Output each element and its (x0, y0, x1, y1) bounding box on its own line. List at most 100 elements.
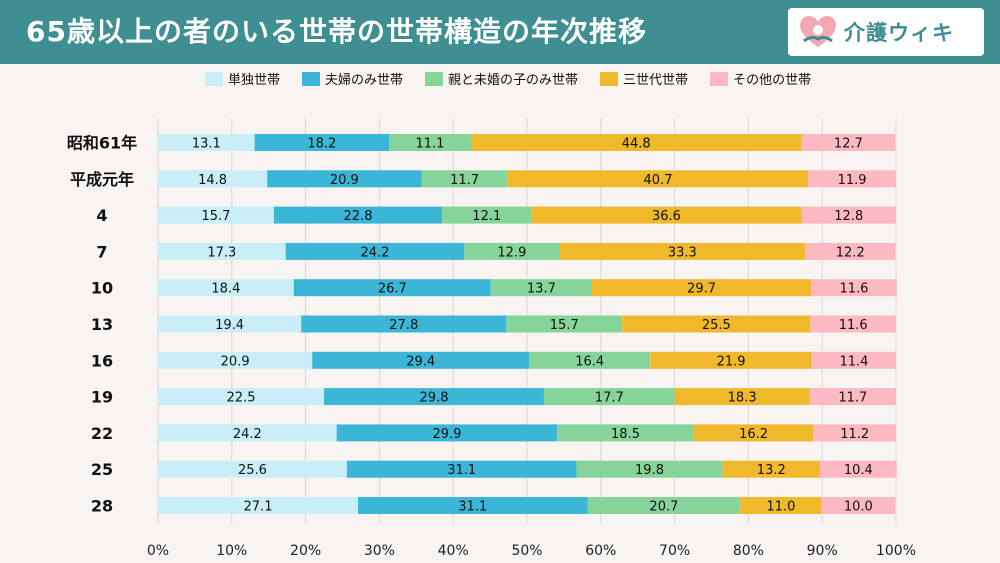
x-tick-label: 50% (511, 543, 542, 559)
legend-item: 夫婦のみ世帯 (302, 69, 403, 88)
bar-segment (809, 388, 896, 406)
bar-segment (722, 460, 820, 478)
bar-segment (811, 351, 896, 369)
data-label: 11.7 (838, 391, 867, 406)
data-label: 14.8 (198, 173, 227, 188)
data-label: 13.2 (757, 463, 786, 478)
category-label: 25 (91, 460, 113, 479)
bar-segment (388, 134, 471, 151)
logo: 介護ウィキ (788, 8, 984, 56)
bar-segment (819, 460, 897, 478)
data-label: 11.4 (839, 354, 868, 369)
data-label: 15.7 (201, 209, 230, 224)
page-title: 65歳以上の者のいる世帯の世帯構造の年次推移 (26, 15, 647, 48)
data-label: 22.8 (344, 209, 373, 224)
legend-label: 夫婦のみ世帯 (325, 73, 404, 88)
bar-segment (336, 424, 558, 442)
bar-segment (587, 497, 741, 514)
data-label: 12.2 (836, 245, 865, 260)
bar-segment (346, 460, 577, 478)
bar-segment (543, 388, 675, 406)
data-label: 27.1 (244, 500, 273, 515)
bar-segment (158, 388, 325, 406)
bar-segment (301, 315, 507, 333)
data-label: 25.6 (238, 463, 267, 478)
legend-item: 親と未婚の子のみ世帯 (425, 69, 578, 88)
data-label: 19.4 (215, 318, 244, 333)
data-label: 40.7 (644, 173, 673, 188)
data-label: 12.8 (834, 209, 863, 224)
legend-item: その他の世帯 (710, 69, 811, 88)
bar-segment (801, 206, 896, 224)
data-label: 12.7 (834, 137, 863, 152)
data-label: 19.8 (635, 463, 664, 478)
data-label: 11.6 (839, 282, 868, 297)
bar-segment (810, 315, 896, 333)
legend-swatch (205, 71, 223, 86)
bar-segment (674, 388, 810, 406)
bar-segment (557, 424, 694, 442)
bar-segment (808, 170, 896, 188)
category-label: 19 (91, 388, 113, 407)
data-label: 18.2 (307, 137, 336, 152)
x-tick-label: 0% (147, 543, 169, 559)
data-label: 29.4 (406, 354, 435, 369)
bar-segment (622, 315, 811, 333)
data-label: 27.8 (389, 318, 418, 333)
bar-segment (357, 497, 588, 514)
bar-segment (693, 424, 814, 442)
bar-segment (464, 242, 560, 260)
bar-segment (293, 279, 491, 297)
data-label: 13.7 (527, 282, 556, 297)
data-label: 20.9 (330, 173, 359, 188)
category-label: 昭和61年 (67, 134, 137, 153)
bar-segment (559, 242, 806, 260)
bar-segment (158, 279, 294, 297)
data-label: 12.1 (472, 209, 501, 224)
bar-segment (576, 460, 723, 478)
bar-segment (312, 351, 530, 369)
legend-item: 単独世帯 (205, 69, 280, 88)
bar-segment (650, 351, 812, 369)
legend-label: 単独世帯 (228, 73, 281, 88)
data-label: 18.5 (611, 427, 640, 442)
data-label: 20.9 (221, 354, 250, 369)
bar-segment (470, 134, 802, 151)
data-label: 11.0 (766, 500, 795, 515)
data-label: 11.1 (415, 137, 444, 152)
legend-swatch (425, 71, 444, 86)
legend-swatch (600, 71, 619, 86)
x-tick-label: 20% (290, 543, 321, 559)
bar-segment (529, 351, 651, 369)
bar-segment (811, 279, 897, 297)
data-label: 12.9 (497, 245, 526, 260)
data-label: 15.7 (550, 318, 579, 333)
data-label: 33.3 (668, 245, 697, 260)
bar-segment (267, 170, 422, 188)
heart-hands-icon (800, 16, 836, 47)
data-label: 20.7 (649, 500, 678, 515)
bar-segment (801, 134, 896, 151)
bar-segment (490, 279, 592, 297)
bar-segment (158, 315, 302, 333)
data-label: 17.3 (207, 245, 236, 260)
data-label: 31.1 (458, 500, 487, 515)
bar-segment (285, 242, 465, 260)
data-label: 21.9 (717, 354, 746, 369)
legend-swatch (710, 71, 729, 86)
category-label: 16 (91, 351, 113, 370)
x-tick-label: 30% (364, 543, 395, 559)
bar-segment (324, 388, 544, 406)
legend-swatch (302, 71, 321, 86)
bar-segment (158, 460, 347, 478)
data-label: 26.7 (378, 282, 407, 297)
x-tick-label: 100% (876, 543, 916, 559)
bar-segment (507, 170, 809, 188)
data-label: 22.5 (227, 391, 256, 406)
data-label: 11.9 (838, 173, 867, 188)
category-label: 22 (91, 424, 113, 443)
data-label: 24.2 (233, 427, 262, 442)
category-label: 平成元年 (70, 170, 134, 189)
data-label: 25.5 (702, 318, 731, 333)
